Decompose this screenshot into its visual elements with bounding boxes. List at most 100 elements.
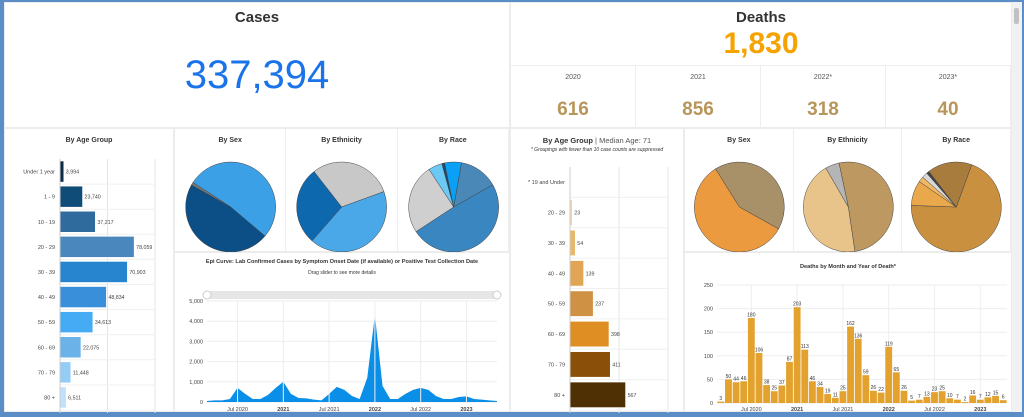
bar <box>969 395 977 403</box>
epi-chart: 0 1,000 2,000 3,000 4,000 5,000 Jul 2020 2021 Ju… <box>189 290 502 413</box>
pie-slice <box>838 161 894 252</box>
cases-age-panel: By Age Group Under 1 year 3,994 1 - 9 23,74… <box>4 128 174 413</box>
bar-value-label: 23 <box>932 387 938 393</box>
x-tick-label: 2022 <box>883 407 895 413</box>
bar-value-label: 70,903 <box>129 270 145 276</box>
bar-value-label: 7 <box>979 394 982 400</box>
pie-by-race: By Race <box>902 129 1011 253</box>
x-tick-label: Jul 2021 <box>319 407 340 413</box>
bar <box>984 397 992 403</box>
deaths-age-title: By Age Group | Median Age: 71 <box>542 136 652 145</box>
deaths-age-panel: By Age Group | Median Age: 71 * Grouping… <box>510 128 684 413</box>
bar <box>938 391 946 403</box>
deaths-year-2023: 2023* 40 <box>886 66 1011 129</box>
bar <box>801 349 809 403</box>
x-tick-label: 2021 <box>277 407 289 413</box>
bar-value-label: 13 <box>924 391 930 397</box>
bar <box>725 379 732 403</box>
x-tick-label: 2023 <box>460 407 472 413</box>
bar-value-label: 34,613 <box>95 320 111 326</box>
pie-slice <box>825 162 849 208</box>
pie-slice <box>296 171 343 242</box>
bar <box>847 326 854 403</box>
x-tick-label: Jul 2020 <box>741 407 762 413</box>
bar <box>931 392 938 403</box>
bar <box>778 385 786 403</box>
bar <box>763 385 771 403</box>
epi-curve-panel: Epi Curve: Lab Confirmed Cases by Sympto… <box>174 252 510 413</box>
bar <box>992 395 999 403</box>
deaths-age-title-text: By Age Group <box>542 136 593 145</box>
bar-value-label: 65 <box>894 367 900 373</box>
deaths-panel: Deaths 1,830 2020 616 2021 856 2022* 318 2023*… <box>510 2 1012 129</box>
category-label: 80 + <box>554 393 565 399</box>
bar-value-label: 25 <box>840 386 846 392</box>
bar <box>59 236 135 258</box>
bar-value-label: 87 <box>787 356 793 362</box>
y-tick-label: 150 <box>704 330 713 336</box>
epi-subtitle: Drag slider to see more details <box>308 270 376 276</box>
pie-slice <box>715 161 785 230</box>
category-label: 40 - 49 <box>548 271 565 277</box>
scrollbar[interactable] <box>1012 2 1022 412</box>
bar <box>831 397 839 403</box>
bar-value-label: 106 <box>755 347 764 353</box>
bar-value-label: 22,075 <box>83 345 99 351</box>
deaths-age-chart: * 19 and Under 20 - 29 23 30 - 39 54 40 - 49 1… <box>528 167 669 413</box>
y-tick-label: 3,000 <box>189 339 203 345</box>
bar <box>793 307 801 403</box>
pie-by-ethnicity: By Ethnicity <box>794 129 903 253</box>
y-tick-label: 50 <box>707 377 713 383</box>
bar-value-label: 38 <box>764 380 770 386</box>
bar-value-label: 15 <box>993 390 999 396</box>
range-slider <box>207 291 497 299</box>
category-label: * 19 and Under <box>528 180 565 186</box>
bar <box>862 375 870 403</box>
pie-slice <box>443 161 462 208</box>
y-tick-label: 100 <box>704 354 713 360</box>
deaths-total: 1,830 <box>723 27 799 60</box>
x-tick-label: Jul 2021 <box>833 407 854 413</box>
pie-by-sex: By Sex <box>175 129 287 253</box>
bar <box>59 286 107 308</box>
deaths-age-note: * Groupings with fewer than 10 case coun… <box>530 147 664 153</box>
pie-slice <box>408 168 454 232</box>
bar <box>569 229 576 256</box>
bar-value-label: 26 <box>871 385 877 391</box>
bar-value-label: 34 <box>817 381 823 387</box>
deaths-year-2020: 2020 616 <box>511 66 636 129</box>
category-label: 60 - 69 <box>38 345 55 351</box>
bar-value-label: 139 <box>586 271 595 277</box>
year-label: 2020 <box>565 74 581 81</box>
bar <box>732 382 740 403</box>
bar-value-label: 5 <box>910 395 913 401</box>
deaths-month-panel: Deaths by Month and Year of Death* 0 50 10… <box>684 252 1012 413</box>
bar-value-label: 25 <box>939 386 945 392</box>
x-tick-label: 2021 <box>791 407 803 413</box>
bar-value-label: 78,059 <box>136 245 152 251</box>
deaths-pies-panel: By Sex By Ethnicity By Race <box>684 128 1012 253</box>
y-tick-label: 250 <box>704 283 713 289</box>
pie-by-race: By Race <box>398 129 509 253</box>
bar-value-label: 16 <box>970 390 976 396</box>
bar-value-label: 50 <box>726 374 732 380</box>
scrollbar-thumb[interactable] <box>1014 8 1019 24</box>
bar-value-label: 567 <box>628 393 637 399</box>
bar <box>976 399 984 403</box>
pie-title: By Sex <box>218 137 242 144</box>
pie-title: By Ethnicity <box>827 137 868 144</box>
bar-value-label: 7 <box>918 394 921 400</box>
bar-value-label: 237 <box>595 302 604 308</box>
y-tick-label: 1,000 <box>189 380 203 386</box>
y-tick-label: 5,000 <box>189 299 203 305</box>
bar <box>877 392 885 403</box>
bar <box>786 361 793 403</box>
category-label: 50 - 59 <box>548 302 565 308</box>
year-label: 2023* <box>938 74 958 81</box>
slider-handle-right <box>492 290 502 300</box>
bar-value-label: 6 <box>1002 395 1005 401</box>
cases-total: 337,394 <box>184 53 330 97</box>
bar-value-label: 48,834 <box>108 295 124 301</box>
bar <box>870 390 877 403</box>
